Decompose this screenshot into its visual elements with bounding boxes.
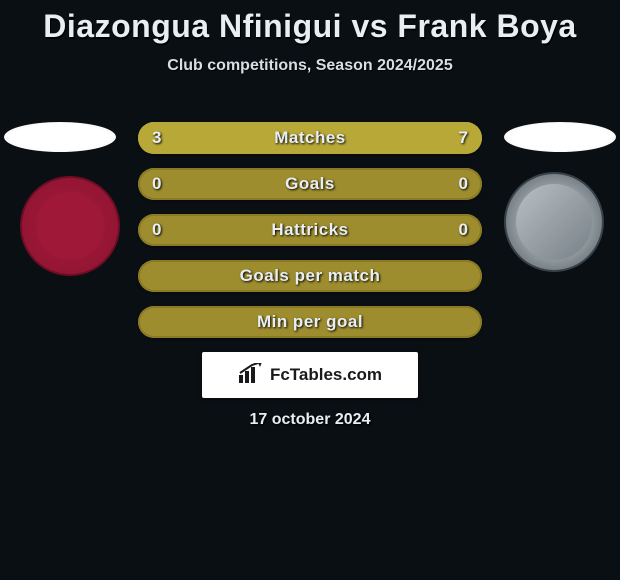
brand-badge: FcTables.com xyxy=(202,352,418,398)
page-title: Diazongua Nfinigui vs Frank Boya xyxy=(0,0,620,45)
stat-row-goals-per-match: Goals per match xyxy=(138,260,482,292)
chart-icon xyxy=(238,363,264,388)
stat-row-goals: 0 Goals 0 xyxy=(138,168,482,200)
stats-container: 3 Matches 7 0 Goals 0 0 Hattricks 0 Goal… xyxy=(138,122,482,352)
stat-value-right: 0 xyxy=(459,168,468,200)
player-left-avatar xyxy=(4,122,116,152)
club-right-badge xyxy=(504,172,604,272)
stat-label: Goals xyxy=(138,168,482,200)
club-left-badge xyxy=(20,176,120,276)
stat-value-right: 7 xyxy=(459,122,468,154)
stat-row-min-per-goal: Min per goal xyxy=(138,306,482,338)
brand-label: FcTables.com xyxy=(270,365,382,385)
stat-row-matches: 3 Matches 7 xyxy=(138,122,482,154)
stat-value-right: 0 xyxy=(459,214,468,246)
player-right-avatar xyxy=(504,122,616,152)
stat-row-hattricks: 0 Hattricks 0 xyxy=(138,214,482,246)
date-label: 17 october 2024 xyxy=(0,411,620,429)
page-subtitle: Club competitions, Season 2024/2025 xyxy=(0,57,620,75)
stat-label: Hattricks xyxy=(138,214,482,246)
stat-label: Min per goal xyxy=(138,306,482,338)
stat-label: Goals per match xyxy=(138,260,482,292)
stat-label: Matches xyxy=(138,122,482,154)
